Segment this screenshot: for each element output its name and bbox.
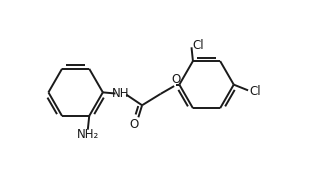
Text: O: O [129,118,139,131]
Text: NH₂: NH₂ [77,128,99,141]
Text: Cl: Cl [192,39,204,52]
Text: NH: NH [112,87,129,100]
Text: Cl: Cl [249,85,261,98]
Text: O: O [172,73,181,86]
